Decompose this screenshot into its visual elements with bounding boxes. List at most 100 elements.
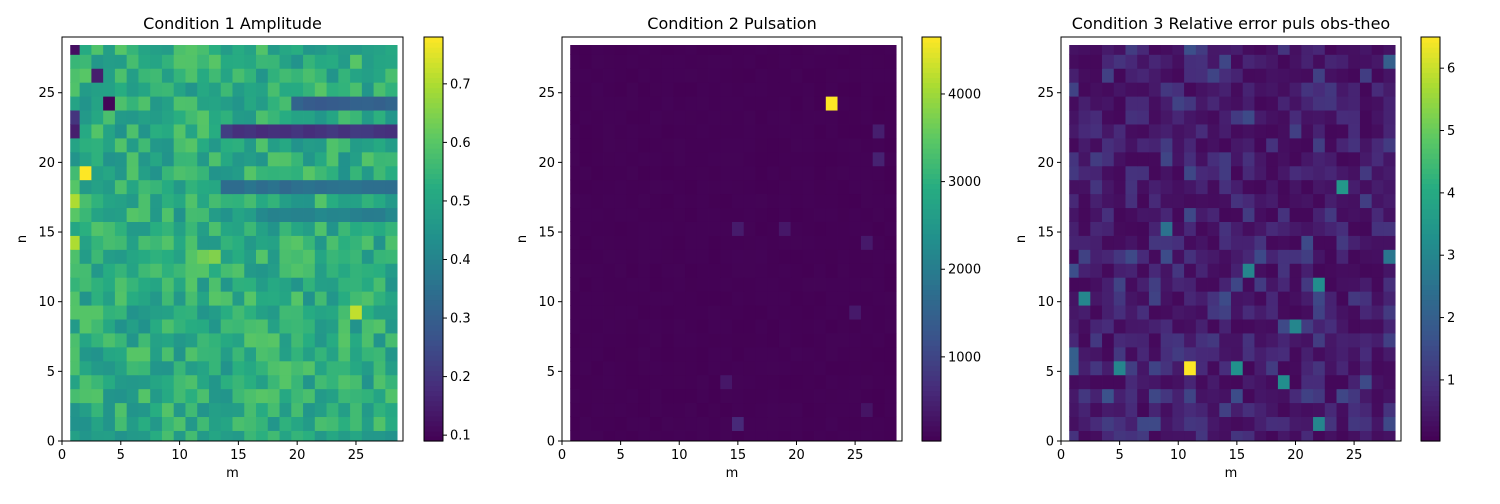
heatmap-cell (579, 235, 592, 250)
heatmap-cell (244, 124, 257, 139)
heatmap-cell (1383, 305, 1396, 320)
heatmap-cell (614, 388, 627, 404)
heatmap-cell (579, 402, 592, 418)
heatmap-cell (1289, 249, 1302, 264)
colorbar-segment (1421, 158, 1440, 164)
heatmap-cell (150, 138, 163, 153)
heatmap-cell (1160, 179, 1173, 195)
heatmap-cell (603, 221, 616, 236)
heatmap-cell (103, 68, 116, 83)
heatmap-cell (825, 165, 838, 181)
heatmap-cell (197, 138, 210, 153)
heatmap-cell (1207, 374, 1220, 390)
heatmap-cell (649, 263, 663, 278)
heatmap-cell (256, 45, 269, 55)
heatmap-cell (350, 193, 363, 209)
heatmap-cell (1102, 124, 1115, 139)
heatmap-cell (1383, 179, 1396, 195)
heatmap-cell (1137, 388, 1150, 404)
heatmap-cell (220, 221, 233, 236)
heatmap-cell (150, 165, 163, 181)
heatmap-cell (1371, 110, 1384, 125)
heatmap-cell (872, 193, 885, 209)
heatmap-cell (303, 277, 316, 292)
heatmap-cell (1090, 221, 1103, 236)
heatmap-cell (1219, 96, 1232, 111)
heatmap-cell (1231, 305, 1244, 320)
heatmap-cell (303, 207, 316, 222)
heatmap-cell (1069, 305, 1079, 320)
heatmap-cell (1219, 416, 1232, 431)
colorbar-segment (1421, 228, 1440, 235)
heatmap-cell (778, 291, 792, 306)
heatmap-cell (1090, 179, 1103, 195)
heatmap-cell (755, 235, 768, 250)
heatmap-cells (570, 45, 897, 442)
heatmap-cell (173, 360, 186, 376)
colorbar-segment (1421, 430, 1440, 437)
heatmap-cell (79, 151, 92, 167)
heatmap-cell (1313, 124, 1326, 139)
heatmap-cell (126, 54, 139, 69)
heatmap-cell (373, 110, 386, 125)
heatmap-cell (708, 96, 721, 111)
heatmap-cell (208, 402, 222, 418)
colorbar-segment (424, 279, 443, 286)
heatmap-cell (385, 165, 398, 181)
heatmap-cell (872, 360, 885, 376)
heatmap-cell (1324, 82, 1337, 97)
heatmap-cell (1207, 430, 1220, 442)
heatmap-cell (385, 263, 398, 278)
heatmap-cell (1324, 68, 1337, 83)
heatmap-cell (1090, 54, 1103, 69)
heatmap-cell (1383, 277, 1396, 292)
heatmap-cell (849, 319, 862, 334)
heatmap-cell (1277, 165, 1291, 181)
heatmap-cell (767, 193, 780, 209)
heatmap-cell (361, 346, 374, 362)
colorbar-segment (424, 329, 443, 336)
heatmap-cell (220, 54, 233, 69)
heatmap-cell (314, 207, 327, 222)
heatmap-cell (326, 193, 339, 209)
heatmap-cell (91, 374, 104, 390)
heatmap-cell (279, 374, 292, 390)
colorbar-segment (424, 340, 443, 346)
heatmap-cell (1301, 138, 1314, 153)
heatmap-cell (1231, 165, 1244, 181)
heatmap-cell (314, 291, 327, 306)
colorbar-segment (1421, 375, 1440, 381)
heatmap-cell (220, 319, 233, 334)
heatmap-cell (173, 68, 186, 83)
heatmap-cell (232, 277, 245, 292)
heatmap-cell (1301, 388, 1314, 404)
heatmap-cell (743, 45, 756, 55)
heatmap-cell (1113, 96, 1126, 111)
heatmap-cell (138, 333, 151, 348)
heatmap-cell (1242, 221, 1255, 236)
heatmap-cell (1113, 430, 1126, 442)
heatmap-cell (1113, 54, 1126, 69)
heatmap-cell (232, 360, 245, 376)
heatmap-cell (1324, 319, 1337, 334)
heatmap-cell (790, 96, 803, 111)
heatmap-cell (1313, 68, 1326, 83)
heatmap-cell (837, 221, 850, 236)
heatmap-cell (649, 388, 663, 404)
heatmap-cell (338, 263, 351, 278)
heatmap-cell (1219, 151, 1232, 167)
heatmap-cell (150, 402, 163, 418)
heatmap-cell (1184, 110, 1197, 125)
heatmap-cell (1113, 319, 1126, 334)
heatmap-cell (638, 388, 651, 404)
heatmap-cell (720, 179, 733, 195)
heatmap-cell (1125, 374, 1138, 390)
heatmap-cell (173, 388, 186, 404)
heatmap-cell (837, 416, 850, 431)
heatmap-cell (1336, 333, 1349, 348)
heatmap-cell (150, 68, 163, 83)
heatmap-cell (373, 179, 386, 195)
heatmap-cell (338, 54, 351, 69)
heatmap-cell (91, 221, 104, 236)
heatmap-cell (1113, 207, 1126, 222)
